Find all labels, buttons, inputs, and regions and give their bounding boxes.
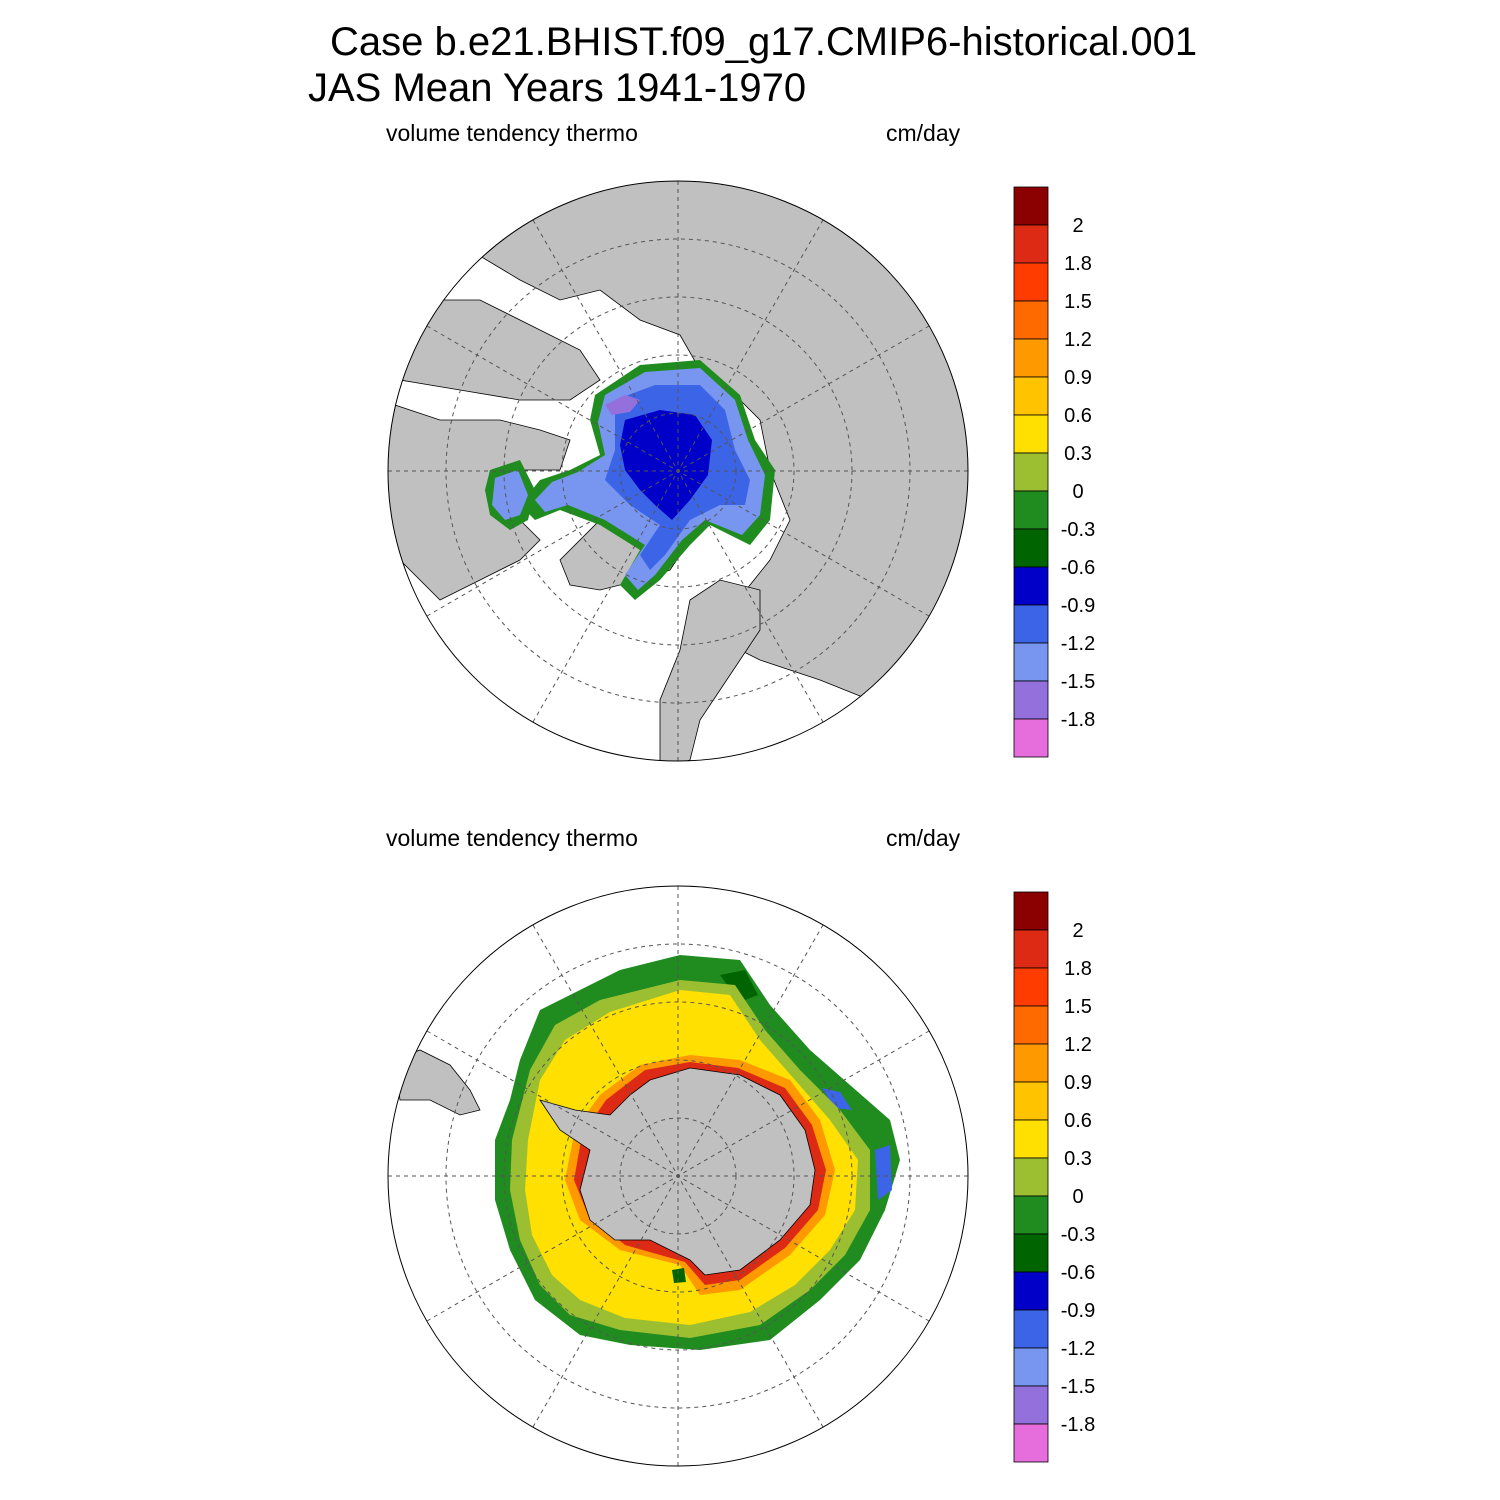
graticule-south xyxy=(388,886,968,1466)
colorbar-south-swatch xyxy=(1013,1195,1049,1235)
colorbar-south-tick-label: 1.8 xyxy=(1064,958,1092,980)
colorbar-south-swatch xyxy=(1013,1385,1049,1425)
map-south xyxy=(387,885,969,1467)
colorbar-north-tick-label: -1.2 xyxy=(1061,633,1095,655)
colorbar-south-swatch xyxy=(1013,1043,1049,1083)
ice-darkgreen-patch-south xyxy=(720,970,758,1002)
colorbar-south-tick-label: -1.8 xyxy=(1061,1414,1095,1436)
panel-south-variable-label: volume tendency thermo xyxy=(386,825,638,851)
colorbar-south-swatch xyxy=(1013,929,1049,969)
colorbar-north-tick-label: -0.3 xyxy=(1061,519,1095,541)
ice-darkblue-north xyxy=(620,410,712,520)
colorbar-south-tick-label: 1.2 xyxy=(1064,1034,1092,1056)
colorbar-north-swatch xyxy=(1013,224,1049,264)
colorbar-south-swatch xyxy=(1013,891,1049,931)
colorbar-north-swatch xyxy=(1013,376,1049,416)
period-title: JAS Mean Years 1941-1970 xyxy=(308,66,807,110)
colorbar-south-tick-label: -0.6 xyxy=(1061,1262,1095,1284)
case-title: Case b.e21.BHIST.f09_g17.CMIP6-historica… xyxy=(330,20,1198,64)
colorbar-north-tick-label: 0.6 xyxy=(1064,405,1092,427)
ice-purple-patch-north xyxy=(605,395,640,415)
map-border-north xyxy=(387,180,969,762)
colorbar-south-tick-label: -1.5 xyxy=(1061,1376,1095,1398)
colorbar-north: 2 1.8 1.5 1.2 0.9 0.6 0.3 0 -0.3 -0.6 -0.9 -1.2 -1.5… xyxy=(1013,186,1095,758)
colorbar-north-swatch xyxy=(1013,414,1049,454)
colorbar-north-tick-label: -1.8 xyxy=(1061,709,1095,731)
panel-south-units-label: cm/day xyxy=(886,825,961,851)
panel-north-units-label: cm/day xyxy=(886,120,961,146)
land-south-america xyxy=(394,1049,481,1116)
colorbar-south: 2 1.8 1.5 1.2 0.9 0.6 0.3 0 -0.3 -0.6 -0.9 -1.2 -1.5… xyxy=(1013,891,1095,1463)
panel-north-variable-label: volume tendency thermo xyxy=(386,120,638,146)
colorbar-north-swatch xyxy=(1013,186,1049,226)
land-antarctica xyxy=(539,1067,816,1276)
ice-green-spot-south xyxy=(672,1268,686,1283)
colorbar-north-tick-label: 0.3 xyxy=(1064,443,1092,465)
colorbar-north-swatch xyxy=(1013,490,1049,530)
map-north xyxy=(387,180,969,762)
colorbar-north-tick-label: 2 xyxy=(1072,215,1083,237)
ice-blue-patch-south xyxy=(875,1145,892,1200)
colorbar-south-swatch xyxy=(1013,967,1049,1007)
land-scandinavia xyxy=(659,579,761,761)
colorbar-south-tick-label: 0.9 xyxy=(1064,1072,1092,1094)
colorbar-south-swatch xyxy=(1013,1309,1049,1349)
colorbar-south-tick-label: 0 xyxy=(1072,1186,1083,1208)
colorbar-north-swatch xyxy=(1013,262,1049,302)
colorbar-south-tick-label: -1.2 xyxy=(1061,1338,1095,1360)
colorbar-north-tick-label: 1.2 xyxy=(1064,329,1092,351)
colorbar-south-swatch xyxy=(1013,1005,1049,1045)
colorbar-south-swatch xyxy=(1013,1119,1049,1159)
colorbar-north-tick-label: 0.9 xyxy=(1064,367,1092,389)
colorbar-north-swatch xyxy=(1013,680,1049,720)
colorbar-south-tick-label: 0.3 xyxy=(1064,1148,1092,1170)
colorbar-south-swatch xyxy=(1013,1423,1049,1463)
colorbar-south-swatch xyxy=(1013,1081,1049,1121)
colorbar-south-swatch xyxy=(1013,1271,1049,1311)
colorbar-south-tick-label: 1.5 xyxy=(1064,996,1092,1018)
colorbar-north-tick-label: -0.9 xyxy=(1061,595,1095,617)
map-border-south xyxy=(387,885,969,1467)
colorbar-south-tick-label: 0.6 xyxy=(1064,1110,1092,1132)
ice-hudson-blue-north xyxy=(492,470,528,520)
colorbar-north-swatch xyxy=(1013,642,1049,682)
colorbar-north-swatch xyxy=(1013,300,1049,340)
colorbar-south-swatch xyxy=(1013,1157,1049,1197)
colorbar-south-swatch xyxy=(1013,1347,1049,1387)
colorbar-north-swatch xyxy=(1013,718,1049,758)
colorbar-north-tick-label: 1.8 xyxy=(1064,253,1092,275)
colorbar-north-tick-label: 1.5 xyxy=(1064,291,1092,313)
land-siberia-east xyxy=(399,299,601,401)
colorbar-south-tick-label: 2 xyxy=(1072,920,1083,942)
ice-blue-patch-south-2 xyxy=(822,1088,852,1110)
colorbar-north-tick-label: -1.5 xyxy=(1061,671,1095,693)
colorbar-north-swatch xyxy=(1013,566,1049,606)
colorbar-north-tick-label: 0 xyxy=(1072,481,1083,503)
colorbar-north-swatch xyxy=(1013,528,1049,568)
colorbar-north-tick-label: -0.6 xyxy=(1061,557,1095,579)
colorbar-south-swatch xyxy=(1013,1233,1049,1273)
colorbar-south-tick-label: -0.9 xyxy=(1061,1300,1095,1322)
colorbar-north-swatch xyxy=(1013,604,1049,644)
colorbar-north-swatch xyxy=(1013,452,1049,492)
colorbar-north-swatch xyxy=(1013,338,1049,378)
colorbar-south-tick-label: -0.3 xyxy=(1061,1224,1095,1246)
graticule-north xyxy=(388,181,968,761)
